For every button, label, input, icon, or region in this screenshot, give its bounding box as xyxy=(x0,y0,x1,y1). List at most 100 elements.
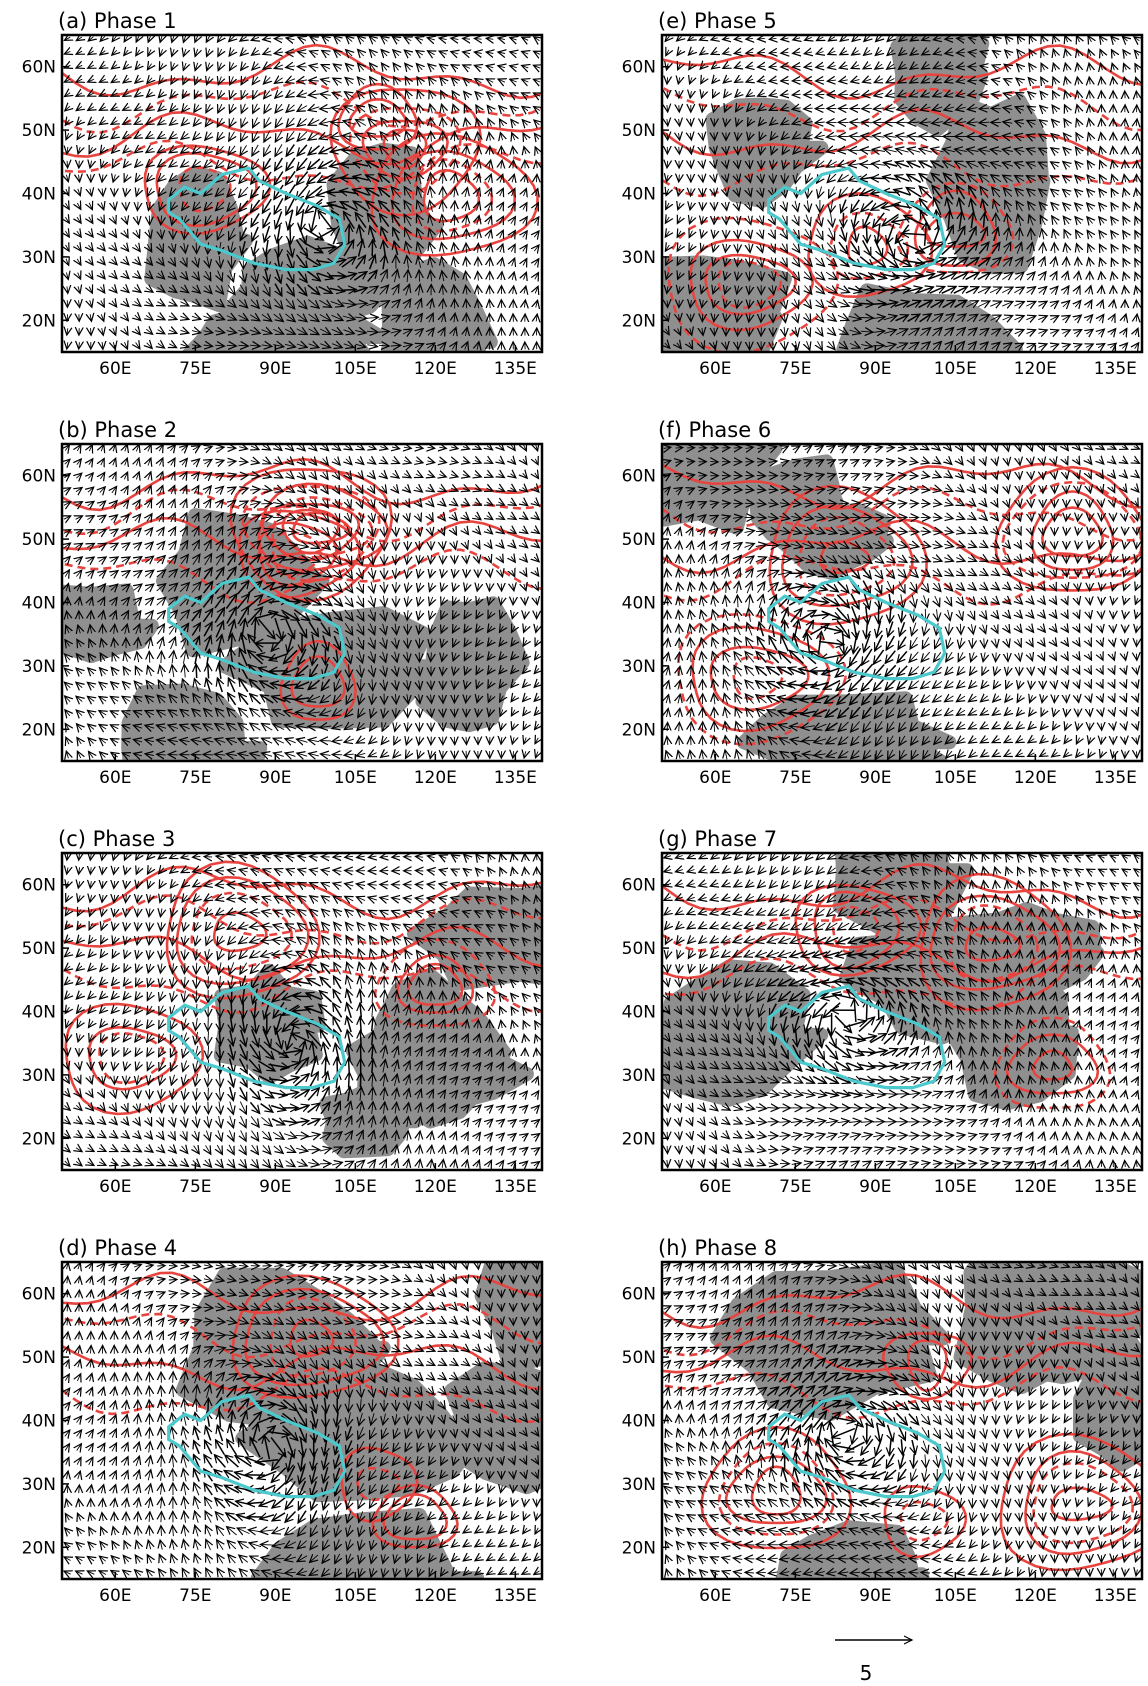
wind-vector xyxy=(333,857,342,858)
wind-vector xyxy=(275,91,283,98)
wind-vector xyxy=(817,228,823,240)
wind-vector xyxy=(523,245,527,252)
wind-vector xyxy=(344,754,354,755)
wind-vector xyxy=(284,1147,296,1152)
wind-vector xyxy=(452,1486,458,1492)
wind-vector xyxy=(513,1034,514,1042)
wind-vector xyxy=(394,1159,397,1169)
wind-vector xyxy=(725,202,726,210)
wind-vector xyxy=(1039,301,1048,306)
wind-vector xyxy=(310,896,318,902)
wind-vector xyxy=(380,1279,388,1280)
wind-vector xyxy=(419,270,420,282)
wind-vector xyxy=(474,65,481,68)
wind-vector xyxy=(148,666,152,677)
wind-vector xyxy=(333,1279,341,1281)
wind-vector xyxy=(737,229,738,239)
wind-vector xyxy=(135,329,140,335)
wind-vector xyxy=(382,1159,387,1168)
wind-vector xyxy=(826,314,836,321)
wind-vector xyxy=(344,1161,353,1166)
wind-vector xyxy=(534,133,539,139)
wind-vector xyxy=(345,856,353,857)
wind-vector xyxy=(839,80,848,82)
wind-vector xyxy=(524,1514,527,1521)
wind-vector xyxy=(110,697,118,702)
wind-vector xyxy=(463,461,470,463)
wind-vector xyxy=(208,1031,209,1045)
wind-vector xyxy=(125,1401,126,1411)
wind-vector xyxy=(369,1160,375,1168)
wind-vector xyxy=(989,287,1002,293)
wind-vector xyxy=(171,1074,174,1085)
wind-vector xyxy=(852,51,859,56)
wind-vector xyxy=(125,652,128,662)
wind-vector xyxy=(419,1145,420,1155)
wind-vector xyxy=(500,868,503,874)
wind-vector xyxy=(393,50,399,56)
wind-vector xyxy=(902,242,925,253)
wind-vector xyxy=(158,855,164,859)
wind-vector xyxy=(76,79,82,82)
wind-vector xyxy=(286,910,296,916)
wind-vector xyxy=(67,328,68,335)
wind-vector xyxy=(406,513,409,521)
wind-vector xyxy=(114,1075,115,1085)
wind-vector xyxy=(243,1423,244,1444)
wind-vector xyxy=(172,49,175,56)
wind-vector xyxy=(522,1542,527,1547)
wind-vector xyxy=(147,992,151,1001)
wind-vector xyxy=(419,737,420,745)
wind-vector xyxy=(89,245,94,251)
wind-vector xyxy=(89,937,93,943)
y-tick-label: 20N xyxy=(622,311,656,331)
wind-vector xyxy=(112,1263,118,1268)
wind-vector xyxy=(428,501,434,507)
wind-vector xyxy=(442,1146,444,1154)
wind-vector xyxy=(1041,77,1045,84)
wind-vector xyxy=(1076,286,1080,294)
wind-vector xyxy=(475,460,481,463)
wind-vector xyxy=(431,991,432,1002)
wind-vector xyxy=(1040,272,1046,280)
wind-vector xyxy=(666,50,669,56)
wind-vector xyxy=(230,1115,234,1128)
wind-vector xyxy=(273,925,285,929)
wind-vector xyxy=(88,1444,93,1451)
wind-vector xyxy=(769,38,776,39)
wind-vector xyxy=(1123,203,1126,210)
wind-vector xyxy=(122,543,130,548)
wind-vector xyxy=(136,458,139,466)
wind-vector xyxy=(466,243,467,253)
wind-vector xyxy=(478,146,479,155)
wind-vector xyxy=(89,147,92,154)
wind-vector xyxy=(895,162,910,167)
wind-vector xyxy=(332,740,343,741)
wind-vector xyxy=(511,557,515,563)
wind-vector xyxy=(65,93,71,97)
wind-vector xyxy=(101,1527,104,1535)
map-field xyxy=(662,35,1142,352)
wind-vector xyxy=(1028,92,1035,98)
wind-vector xyxy=(690,133,691,140)
wind-vector xyxy=(407,1145,408,1155)
wind-vector xyxy=(416,1361,424,1366)
wind-vector xyxy=(475,515,481,519)
wind-vector xyxy=(264,225,269,242)
wind-vector xyxy=(477,1160,480,1167)
wind-vector xyxy=(171,895,175,903)
wind-vector xyxy=(249,489,260,490)
wind-vector xyxy=(158,624,164,635)
wind-vector xyxy=(90,161,92,168)
wind-vector xyxy=(1042,229,1044,240)
wind-vector xyxy=(453,1146,455,1154)
y-tick-label: 50N xyxy=(22,121,56,141)
wind-vector xyxy=(1111,245,1115,252)
wind-vector xyxy=(136,444,139,451)
wind-vector xyxy=(690,161,691,168)
wind-vector xyxy=(795,312,798,323)
wind-vector xyxy=(392,1279,400,1281)
wind-vector xyxy=(87,557,94,562)
wind-vector xyxy=(88,93,94,96)
x-tick-label: 105E xyxy=(334,359,377,379)
